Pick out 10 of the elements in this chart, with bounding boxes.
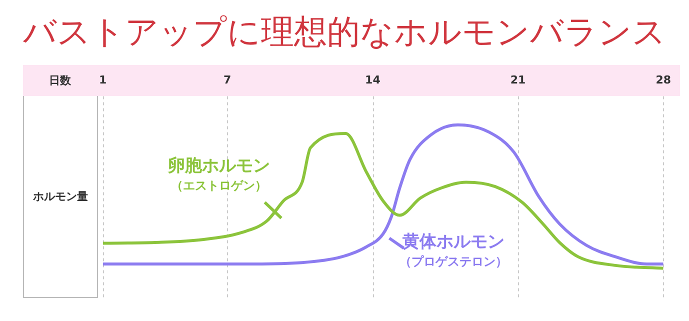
x-tick-label: 21 xyxy=(510,73,526,86)
legend-label: 黄体ホルモン（プロゲステロン） xyxy=(400,232,508,269)
x-tick-label: 14 xyxy=(365,73,381,86)
x-axis-title: 日数 xyxy=(48,73,72,89)
y-axis-title: ホルモン量 xyxy=(23,96,98,298)
x-tick-label: 28 xyxy=(656,73,671,86)
x-tick-label: 7 xyxy=(224,73,232,86)
series-label: 卵胞ホルモン（エストロゲン） xyxy=(167,156,270,193)
chart-title: バストアップに理想的なホルモンバランス xyxy=(22,11,667,53)
x-tick-label: 1 xyxy=(99,73,107,86)
